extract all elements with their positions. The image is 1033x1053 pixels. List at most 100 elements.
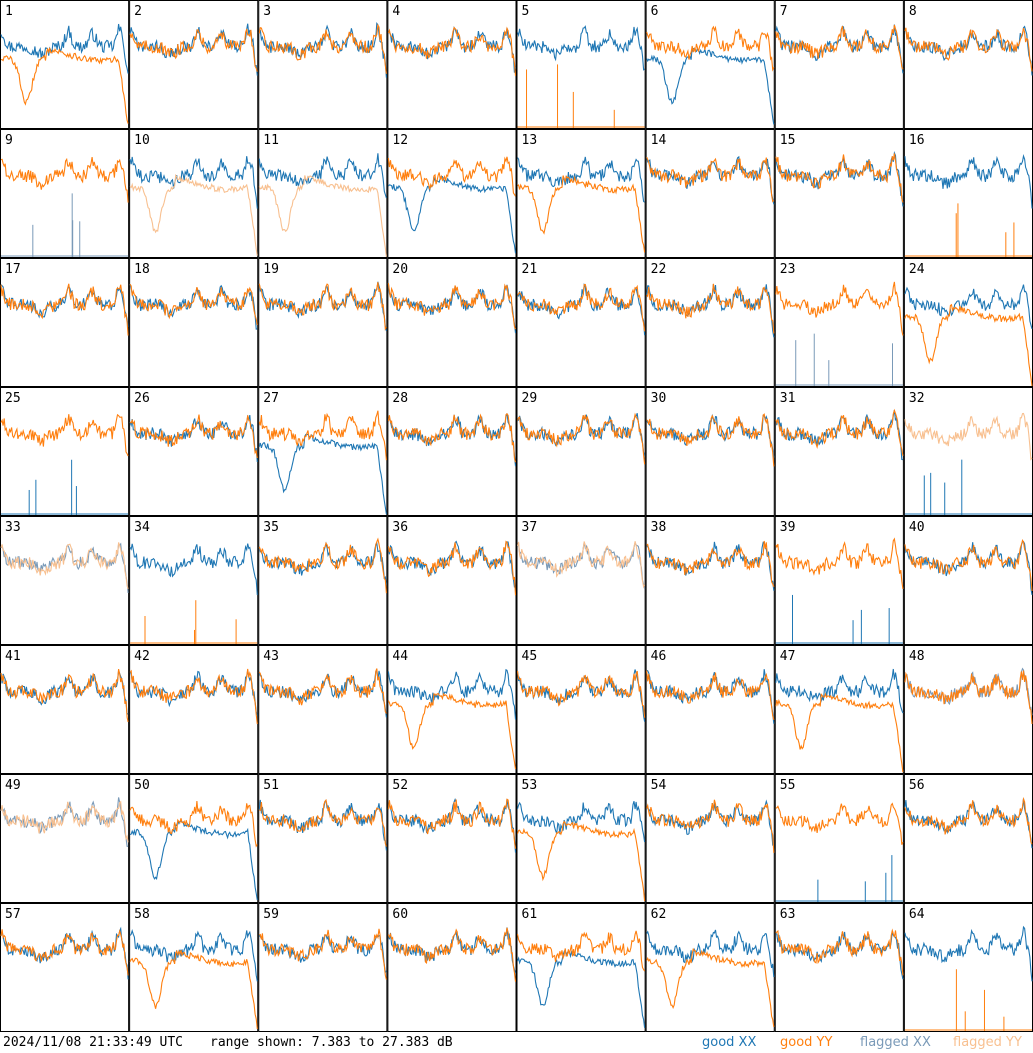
- panel-label: 4: [392, 4, 400, 19]
- panel-frame: [774, 0, 904, 129]
- series-yy: [259, 798, 387, 847]
- panel-frame: [903, 774, 1033, 903]
- series-yy: [129, 800, 258, 848]
- series-xx: [904, 284, 1033, 329]
- series-yy: [775, 537, 904, 589]
- panel-frame: [129, 903, 259, 1032]
- panel-frame: [0, 258, 130, 387]
- panel-frame: [774, 129, 904, 258]
- panel-frame: [387, 903, 517, 1032]
- series-xx: [646, 46, 775, 125]
- series-yy: [775, 408, 904, 456]
- series-yy: [775, 928, 904, 976]
- panel-label: 34: [134, 520, 150, 535]
- panel-label: 25: [5, 391, 21, 406]
- legend-good-xx: good XX: [702, 1035, 757, 1050]
- series-yy: [646, 25, 775, 72]
- panel-label: 18: [134, 262, 150, 277]
- series-yy: [516, 541, 646, 589]
- panel-38: 38: [645, 516, 775, 645]
- series-yy: [387, 283, 517, 330]
- panel-frame: [0, 645, 130, 774]
- series-yy: [775, 153, 904, 203]
- panel-label: 22: [651, 262, 667, 277]
- panel-7: 7: [774, 0, 904, 129]
- series-xx: [129, 156, 258, 209]
- panel-frame: [516, 645, 646, 774]
- series-yy: [0, 929, 129, 976]
- panel-frame: [516, 516, 646, 645]
- series-yy: [646, 799, 775, 853]
- panel-label: 37: [522, 520, 538, 535]
- panel-frame: [516, 0, 646, 129]
- panel-60: 60: [387, 903, 517, 1032]
- series-xx: [904, 154, 1033, 209]
- panel-frame: [774, 903, 904, 1032]
- panel-45: 45: [516, 645, 646, 774]
- panel-label: 56: [909, 778, 925, 793]
- panel-56: 56: [903, 774, 1033, 903]
- panel-frame: [774, 645, 904, 774]
- panel-frame: [516, 903, 646, 1032]
- panel-12: 12: [387, 129, 517, 258]
- series-yy: [258, 537, 387, 594]
- panel-frame: [387, 645, 517, 774]
- series-xx: [387, 175, 517, 254]
- panel-33: 33: [0, 516, 130, 645]
- panel-label: 14: [651, 133, 667, 148]
- panel-50: 50: [129, 774, 259, 903]
- panel-39: 39: [774, 516, 904, 645]
- series-yy: [258, 668, 387, 714]
- series-xx: [129, 929, 258, 982]
- panel-61: 61: [516, 903, 646, 1032]
- panel-frame: [129, 516, 259, 645]
- panel-label: 10: [134, 133, 150, 148]
- panel-frame: [0, 0, 130, 129]
- panel-19: 19: [258, 258, 388, 387]
- series-xx: [388, 26, 517, 73]
- panel-31: 31: [774, 387, 904, 516]
- panel-frame: [645, 387, 775, 516]
- panel-frame: [258, 516, 388, 645]
- panel-label: 39: [780, 520, 796, 535]
- panel-42: 42: [129, 645, 259, 774]
- panel-frame: [258, 258, 388, 387]
- panel-21: 21: [516, 258, 646, 387]
- panel-label: 46: [651, 649, 667, 664]
- panel-label: 8: [909, 4, 917, 19]
- panel-17: 17: [0, 258, 130, 387]
- panel-frame: [0, 516, 130, 645]
- panel-label: 1: [5, 4, 13, 19]
- panel-16: 16: [903, 129, 1033, 258]
- panel-44: 44: [387, 645, 517, 774]
- series-yy: [258, 23, 387, 74]
- panel-label: 23: [780, 262, 796, 277]
- panel-6: 6: [645, 0, 775, 129]
- panel-label: 33: [5, 520, 21, 535]
- series-xx: [516, 801, 646, 843]
- panel-label: 52: [392, 778, 408, 793]
- series-yy: [387, 26, 517, 76]
- panel-9: 9: [0, 129, 130, 258]
- series-yy: [646, 413, 775, 467]
- panel-label: 16: [909, 133, 925, 148]
- panel-label: 58: [134, 907, 150, 922]
- panel-label: 38: [651, 520, 667, 535]
- panel-22: 22: [645, 258, 775, 387]
- series-yy: [904, 303, 1033, 387]
- panel-label: 13: [522, 133, 538, 148]
- panel-41: 41: [0, 645, 130, 774]
- panel-label: 40: [909, 520, 925, 535]
- panel-label: 20: [392, 262, 408, 277]
- legend-flagged-yy: flagged YY: [953, 1035, 1022, 1050]
- panel-51: 51: [258, 774, 388, 903]
- panel-frame: [645, 516, 775, 645]
- panel-64: 64: [903, 903, 1033, 1032]
- panel-frame: [774, 516, 904, 645]
- panel-4: 4: [387, 0, 517, 129]
- panel-47: 47: [774, 645, 904, 774]
- series-yy: [516, 670, 646, 718]
- panel-label: 2: [134, 4, 142, 19]
- panel-label: 27: [263, 391, 279, 406]
